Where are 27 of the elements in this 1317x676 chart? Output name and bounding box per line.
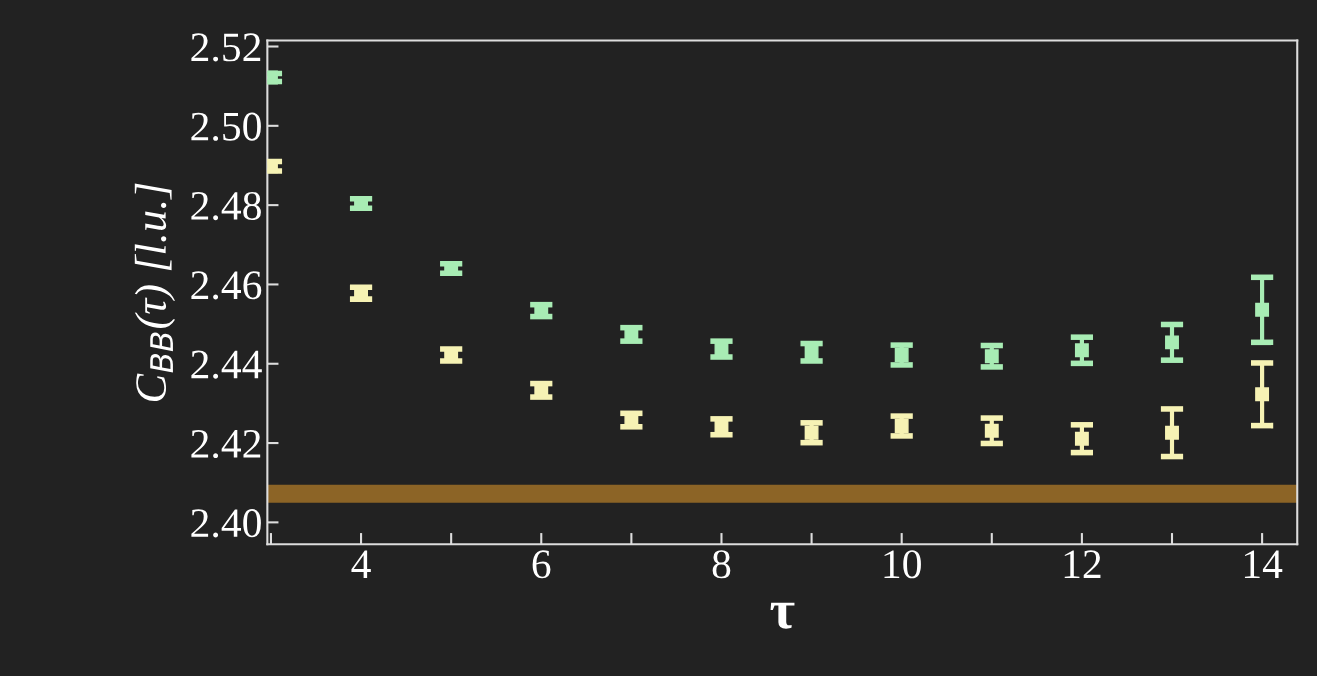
x-tick-label: 4	[351, 550, 371, 578]
point	[1074, 343, 1089, 358]
x-tick-label: 14	[1244, 550, 1283, 578]
x-tick-label: 8	[712, 550, 731, 579]
y-tick-label: 2.44	[191, 350, 262, 379]
x-axis-title: τ	[770, 602, 795, 629]
x-tick-label: 10	[884, 550, 921, 579]
y-tick-label: 2.50	[191, 112, 261, 141]
point	[804, 345, 819, 360]
point	[804, 425, 819, 440]
y-tick-label: 2.42	[191, 429, 261, 459]
point	[1165, 335, 1179, 350]
point	[1255, 387, 1270, 402]
y-tick-label: 2.40	[191, 509, 261, 538]
y-tick-label: 2.48	[191, 191, 261, 221]
point	[1074, 431, 1089, 446]
point	[894, 419, 909, 433]
y-axis-title: C$_{BB}$(τ) [l.u.]	[134, 183, 176, 402]
x-tick-label: 6	[532, 550, 551, 579]
point	[1165, 425, 1179, 440]
point	[1255, 302, 1270, 317]
y-tick-label: 2.46	[191, 271, 262, 300]
y-tick-label: 2.52	[191, 33, 261, 62]
point	[984, 423, 999, 438]
point	[984, 349, 999, 364]
point	[894, 348, 909, 362]
x-tick-label: 12	[1064, 550, 1101, 578]
